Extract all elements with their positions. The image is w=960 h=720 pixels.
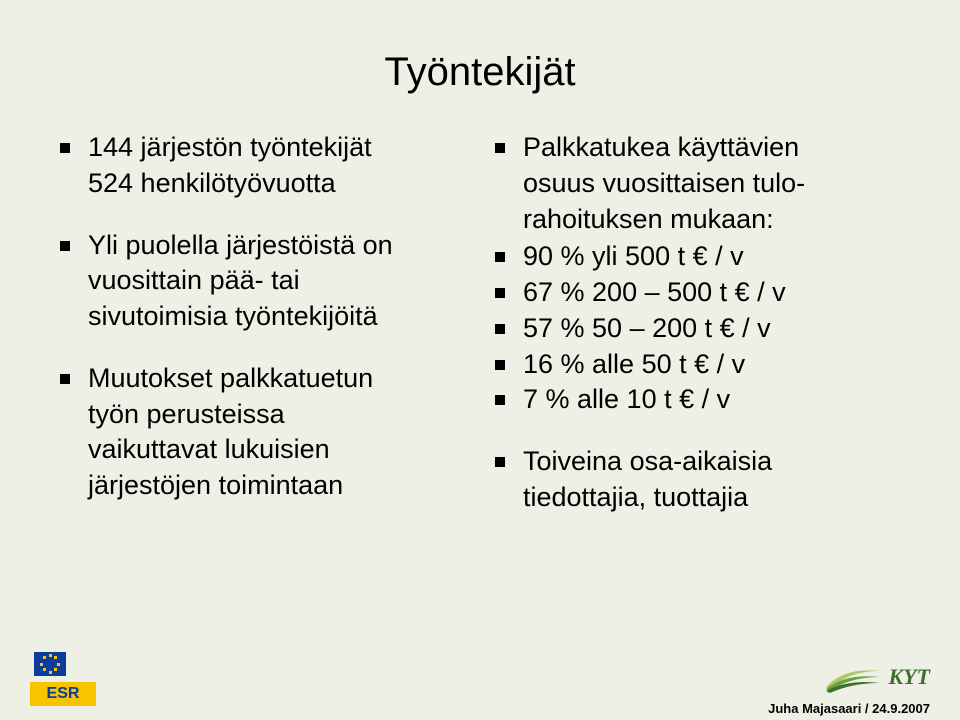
eu-flag-icon [34,652,66,676]
bullet-text: tiedottajia, tuottajia [523,481,748,515]
left-block-1: 144 järjestön työntekijät 524 henkilötyö… [60,131,465,201]
bullet-icon [60,143,70,153]
list-item: Yli puolella järjestöistä on [60,229,465,263]
list-item: 524 henkilötyövuotta [60,167,465,201]
bullet-icon [495,288,505,298]
bullet-text: 524 henkilötyövuotta [88,167,336,201]
bullet-text: 16 % alle 50 t € / v [523,348,745,382]
bullet-text: sivutoimisia työntekijöitä [88,300,378,334]
bullet-text: järjestöjen toimintaan [88,469,343,503]
left-block-3: Muutokset palkkatuetun työn perusteissa … [60,362,465,503]
list-item: osuus vuosittaisen tulo- [495,167,900,201]
bullet-text: 67 % 200 – 500 t € / v [523,276,786,310]
bullet-icon [495,360,505,370]
slide-title: Työntekijät [60,50,900,95]
left-block-2: Yli puolella järjestöistä on vuosittain … [60,229,465,334]
kyt-swoosh-icon [824,657,882,697]
esr-label: ESR [30,682,96,706]
bullet-text: 57 % 50 – 200 t € / v [523,312,771,346]
bullet-text: vuosittain pää- tai [88,264,300,298]
bullet-text: Palkkatukea käyttävien [523,131,799,165]
bullet-text: Yli puolella järjestöistä on [88,229,393,263]
footer: ESR KYT Juha Majasaari / 24.9.2007 [0,642,960,720]
bullet-icon [495,252,505,262]
bullet-icon [495,457,505,467]
list-item: 90 % yli 500 t € / v [495,240,900,274]
bullet-icon [60,241,70,251]
list-item: Toiveina osa-aikaisia [495,445,900,479]
list-item: työn perusteissa [60,398,465,432]
esr-logo: ESR [30,648,96,706]
bullet-text: rahoituksen mukaan: [523,203,774,237]
bullet-icon [495,143,505,153]
bullet-text: työn perusteissa [88,398,285,432]
list-item: vuosittain pää- tai [60,264,465,298]
bullet-icon [495,395,505,405]
bullet-text: 90 % yli 500 t € / v [523,240,744,274]
list-item: 7 % alle 10 t € / v [495,383,900,417]
bullet-text: 144 järjestön työntekijät [88,131,372,165]
right-block-1: Palkkatukea käyttävien osuus vuosittaise… [495,131,900,236]
right-block-2: Toiveina osa-aikaisia tiedottajia, tuott… [495,445,900,515]
list-item: sivutoimisia työntekijöitä [60,300,465,334]
left-column: 144 järjestön työntekijät 524 henkilötyö… [60,131,465,543]
bullet-text: Toiveina osa-aikaisia [523,445,772,479]
list-item: rahoituksen mukaan: [495,203,900,237]
footer-credit: Juha Majasaari / 24.9.2007 [768,701,930,716]
right-column: Palkkatukea käyttävien osuus vuosittaise… [495,131,900,543]
slide: Työntekijät 144 järjestön työntekijät 52… [0,0,960,720]
bullet-text: osuus vuosittaisen tulo- [523,167,805,201]
list-item: järjestöjen toimintaan [60,469,465,503]
list-item: Palkkatukea käyttävien [495,131,900,165]
list-item: Muutokset palkkatuetun [60,362,465,396]
bullet-icon [495,324,505,334]
kyt-label: KYT [888,664,930,690]
bullet-text: vaikuttavat lukuisien [88,433,330,467]
list-item: 144 järjestön työntekijät [60,131,465,165]
bullet-text: Muutokset palkkatuetun [88,362,373,396]
kyt-logo: KYT [824,657,930,697]
list-item: 57 % 50 – 200 t € / v [495,312,900,346]
list-item: 16 % alle 50 t € / v [495,348,900,382]
bullet-icon [60,374,70,384]
list-item: vaikuttavat lukuisien [60,433,465,467]
list-item: tiedottajia, tuottajia [495,481,900,515]
bullet-text: 7 % alle 10 t € / v [523,383,730,417]
list-item: 67 % 200 – 500 t € / v [495,276,900,310]
columns: 144 järjestön työntekijät 524 henkilötyö… [60,131,900,543]
